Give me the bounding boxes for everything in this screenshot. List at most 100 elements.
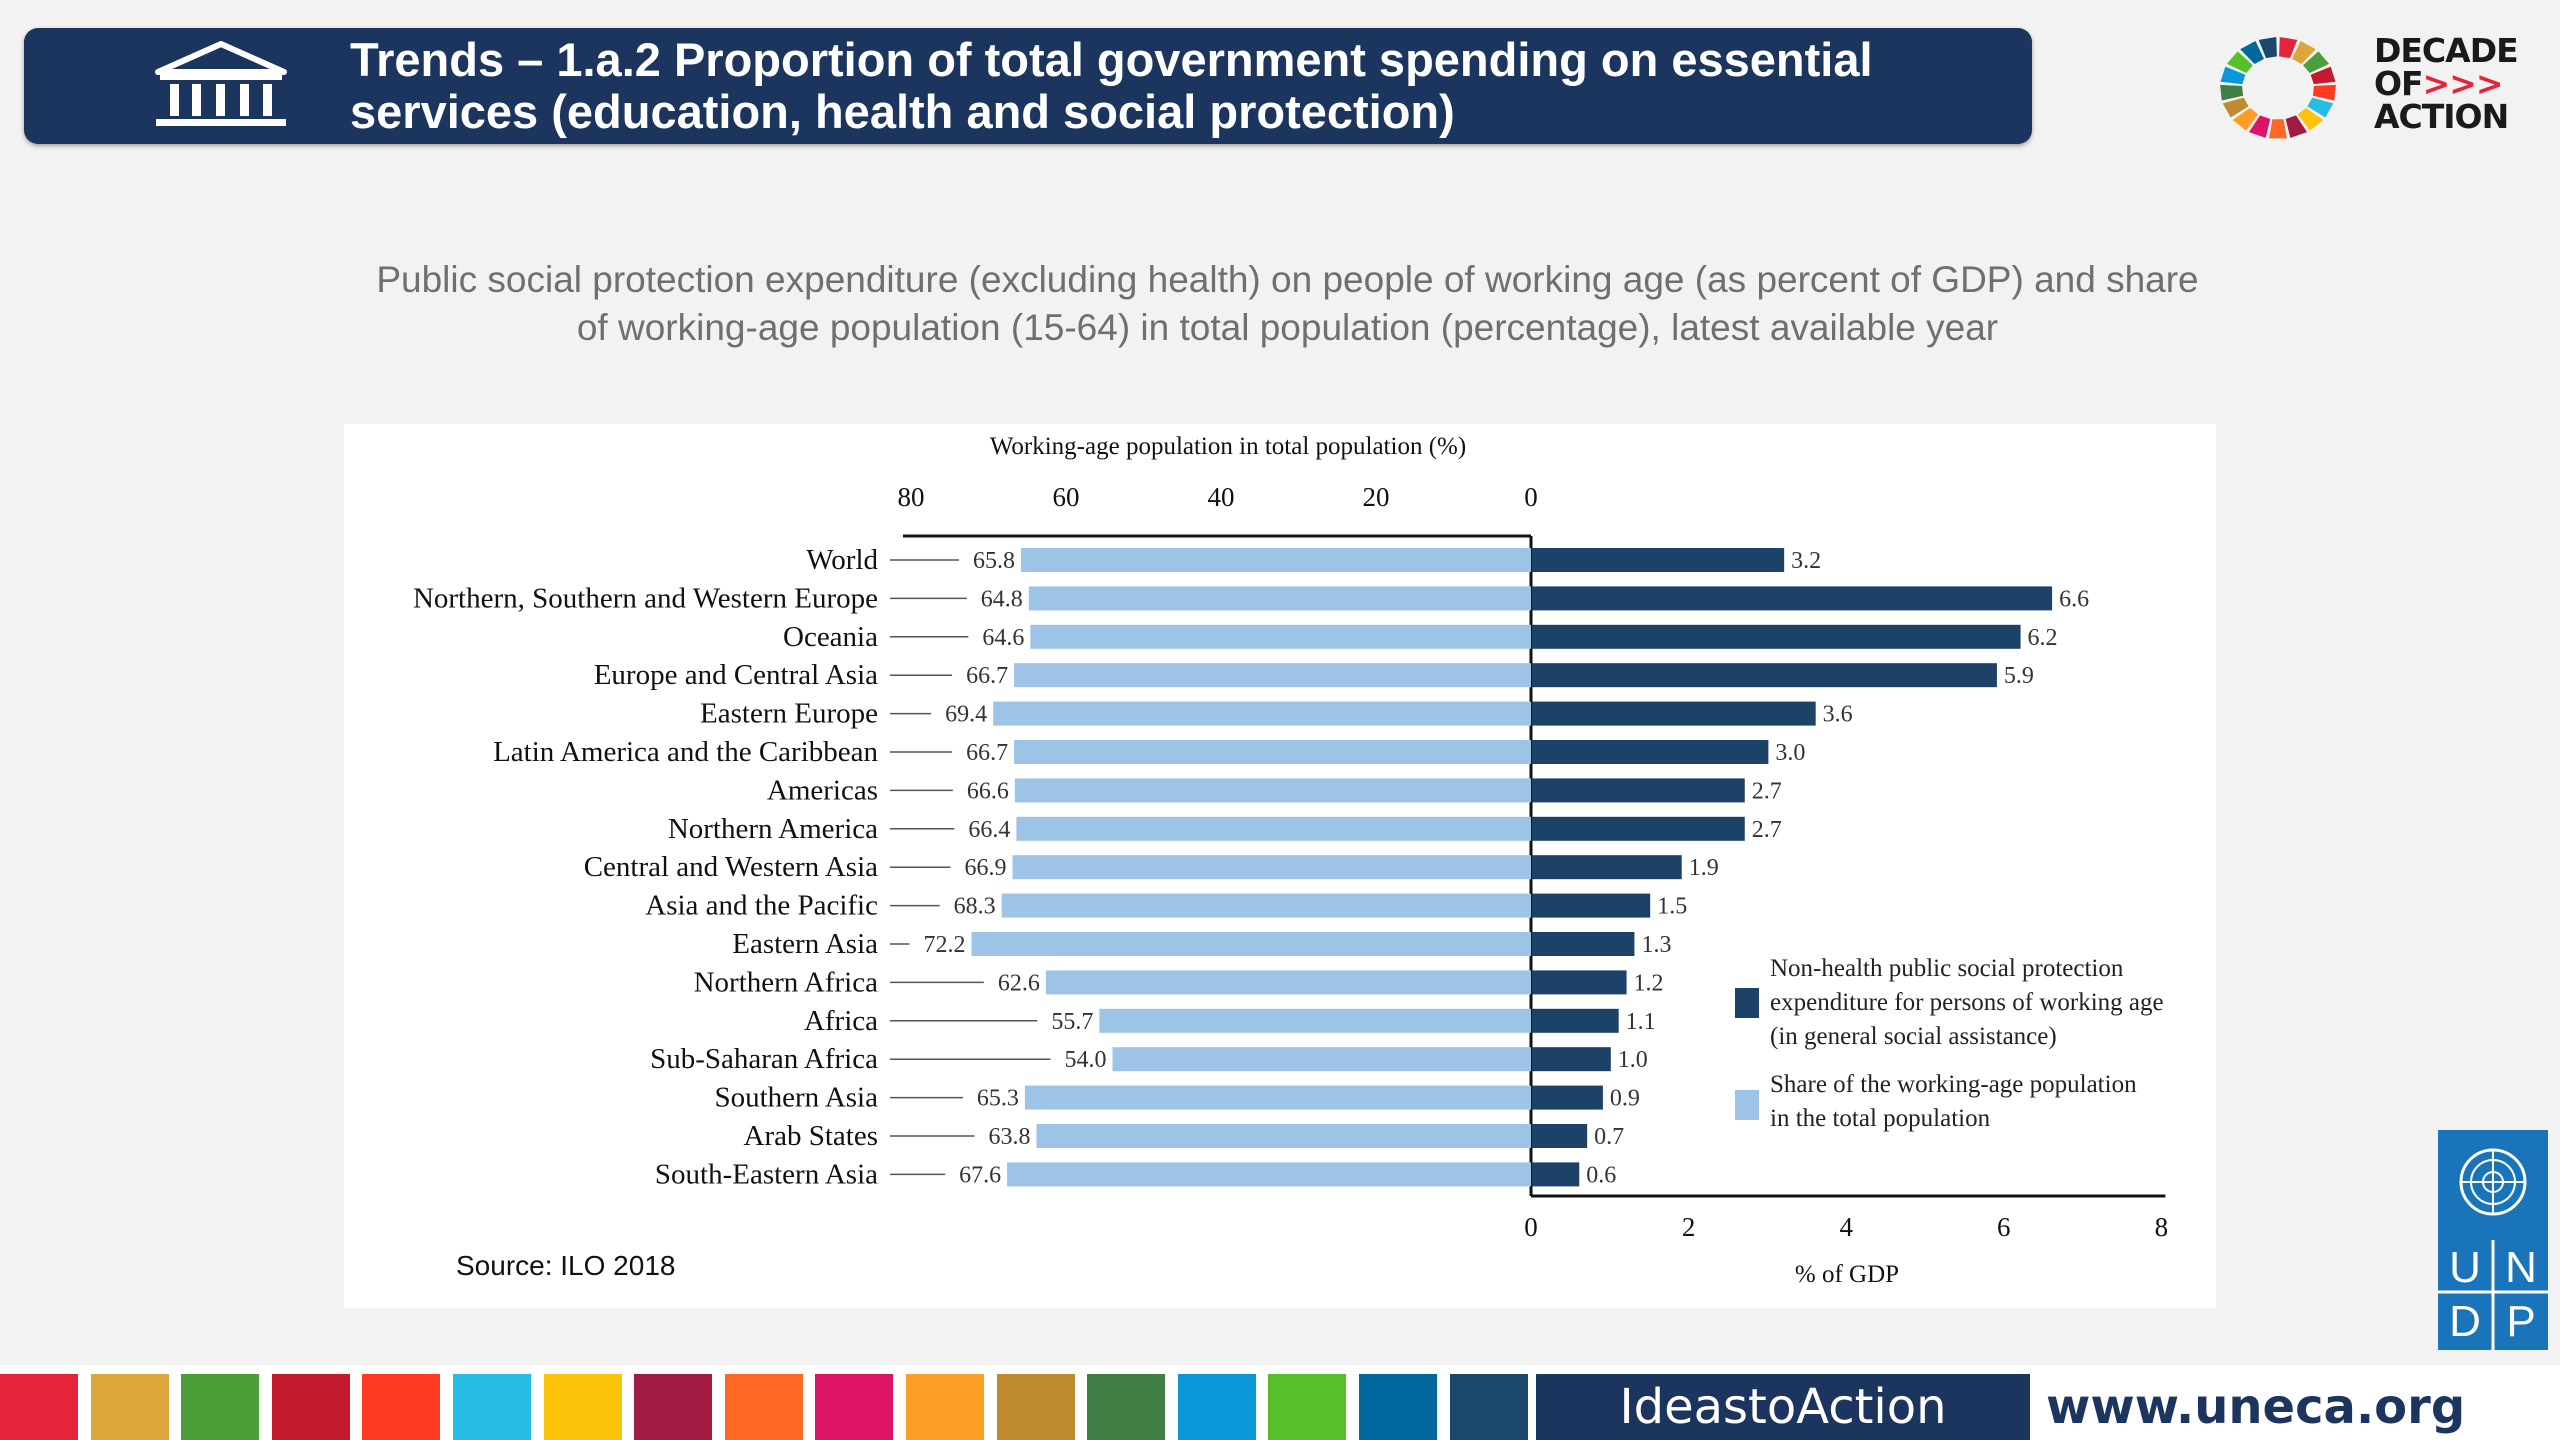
sdg-stripe xyxy=(1268,1374,1347,1440)
legend-label-expenditure: (in general social assistance) xyxy=(1770,1023,2057,1050)
expenditure-value-label: 1.5 xyxy=(1657,894,1687,920)
expenditure-bar xyxy=(1532,778,1745,803)
population-bar xyxy=(1021,548,1531,572)
expenditure-bar xyxy=(1532,701,1816,726)
sdg-wheel-segment xyxy=(2292,40,2316,64)
logo-arrows: >>> xyxy=(2422,64,2504,103)
expenditure-value-label: 1.3 xyxy=(1641,932,1671,958)
sdg-stripe xyxy=(634,1374,713,1440)
population-bar xyxy=(1014,663,1531,688)
sdg-stripe xyxy=(362,1374,441,1440)
footer-bar: IdeastoAction www.uneca.org xyxy=(0,1365,2560,1440)
chart-row: Latin America and the Caribbean 66.7 3.0 xyxy=(493,736,1805,768)
legend-swatch-population xyxy=(1735,1090,1759,1120)
sdg-stripe xyxy=(181,1374,260,1440)
sdg-stripe xyxy=(453,1374,531,1440)
sdg-stripe xyxy=(271,1374,350,1440)
expenditure-value-label: 1.2 xyxy=(1634,970,1664,996)
left-axis-label: Working-age population in total populati… xyxy=(990,433,1466,460)
sdg-stripe xyxy=(724,1374,803,1440)
page-title-line-2: services (education, health and social p… xyxy=(350,85,1455,138)
right-axis-tick-label: 8 xyxy=(2155,1212,2169,1242)
legend-label-expenditure: expenditure for persons of working age xyxy=(1770,989,2164,1016)
category-label: Latin America and the Caribbean xyxy=(493,736,878,768)
population-value-label: 65.8 xyxy=(973,548,1015,574)
footer-url-link[interactable]: www.uneca.org xyxy=(2046,1379,2466,1435)
sdg-wheel-segment xyxy=(2258,36,2277,59)
expenditure-value-label: 2.7 xyxy=(1752,817,1782,843)
category-label: Eastern Asia xyxy=(732,928,878,960)
population-value-label: 64.8 xyxy=(981,586,1023,612)
sdg-stripe xyxy=(906,1374,984,1440)
page-title: Trends – 1.a.2 Proportion of total gover… xyxy=(350,34,1990,138)
expenditure-value-label: 6.2 xyxy=(2028,625,2058,651)
category-label: Northern America xyxy=(668,813,878,845)
un-emblem-icon xyxy=(2459,1148,2527,1216)
expenditure-value-label: 5.9 xyxy=(2004,663,2034,689)
expenditure-bar xyxy=(1532,1162,1580,1187)
sdg-wheel-segment xyxy=(2248,115,2271,138)
category-label: Northern, Southern and Western Europe xyxy=(413,582,878,614)
population-value-label: 72.2 xyxy=(923,932,965,958)
expenditure-value-label: 0.7 xyxy=(1594,1124,1624,1150)
expenditure-value-label: 3.0 xyxy=(1775,740,1805,766)
undp-emblem: U N D P xyxy=(2438,1148,2548,1350)
population-bar xyxy=(1014,778,1531,803)
left-axis-tick-label: 60 xyxy=(1053,482,1080,512)
expenditure-bar xyxy=(1532,624,2021,649)
population-value-label: 67.6 xyxy=(959,1162,1001,1188)
category-label: Northern Africa xyxy=(694,966,879,998)
left-axis-tick-label: 0 xyxy=(1524,482,1538,512)
undp-letter-n: N xyxy=(2505,1243,2537,1292)
header-banner: Trends – 1.a.2 Proportion of total gover… xyxy=(24,28,2032,144)
chart-subtitle-line-2: of working-age population (15-64) in tot… xyxy=(576,307,1999,348)
category-label: Central and Western Asia xyxy=(584,851,878,883)
right-axis-tick-label: 2 xyxy=(1682,1212,1696,1242)
chart-row: Northern, Southern and Western Europe 64.… xyxy=(413,582,2089,614)
population-value-label: 64.6 xyxy=(982,625,1024,651)
chart-row: Northern Africa 62.6 1.2 xyxy=(694,966,1664,998)
chart-row: Eastern Asia 72.2 1.3 xyxy=(732,928,1671,960)
chart-row: Africa 55.7 1.1 xyxy=(804,1005,1656,1037)
sdg-stripe xyxy=(996,1374,1075,1440)
expenditure-value-label: 1.9 xyxy=(1689,855,1719,881)
legend-swatch-expenditure xyxy=(1735,988,1759,1018)
sdg-wheel-segment xyxy=(2285,115,2308,138)
population-bar xyxy=(1012,855,1531,880)
category-label: South-Eastern Asia xyxy=(655,1158,878,1190)
chart-row: Asia and the Pacific 68.3 1.5 xyxy=(645,890,1687,922)
category-label: Americas xyxy=(767,774,878,806)
undp-letter-u: U xyxy=(2449,1243,2481,1292)
population-value-label: 65.3 xyxy=(977,1086,1019,1112)
ideas-to-action-label: IdeastoAction xyxy=(1536,1374,2030,1440)
logo-line-action: ACTION xyxy=(2374,97,2509,136)
population-bar xyxy=(1001,893,1531,918)
chart-legend: Non-health public social protection expen… xyxy=(1735,955,2164,1132)
expenditure-value-label: 6.6 xyxy=(2059,586,2089,612)
sdg-wheel-icon xyxy=(2220,36,2336,139)
undp-letter-d: D xyxy=(2449,1297,2481,1346)
category-label: Africa xyxy=(804,1005,878,1037)
sdg-stripe xyxy=(1177,1374,1256,1440)
right-axis-tick-label: 4 xyxy=(1839,1212,1853,1242)
population-value-label: 63.8 xyxy=(989,1124,1031,1150)
chart-row: Central and Western Asia 66.9 1.9 xyxy=(584,851,1719,883)
left-axis-tick-label: 20 xyxy=(1363,482,1390,512)
sdg-wheel-segment xyxy=(2303,51,2330,74)
expenditure-value-label: 3.6 xyxy=(1823,702,1853,728)
expenditure-bar xyxy=(1532,663,1997,688)
chart-row: Oceania 64.6 6.2 xyxy=(783,621,2058,653)
expenditure-value-label: 3.2 xyxy=(1791,548,1821,574)
population-value-label: 68.3 xyxy=(954,894,996,920)
decade-of-action-logo: DECADE OF>>> ACTION xyxy=(2196,26,2526,150)
logo-line-of: OF>>> xyxy=(2374,64,2504,103)
sdg-stripe xyxy=(1087,1374,1166,1440)
source-note: Source: ILO 2018 xyxy=(456,1250,676,1281)
expenditure-bar xyxy=(1532,816,1745,841)
sdg-wheel-segment xyxy=(2222,97,2249,118)
population-value-label: 66.7 xyxy=(966,663,1008,689)
population-bar xyxy=(1036,1124,1531,1148)
page-title-line-1: Trends – 1.a.2 Proportion of total gover… xyxy=(350,33,1873,86)
population-value-label: 66.4 xyxy=(968,817,1010,843)
logo-wordmark: DECADE OF>>> ACTION xyxy=(2374,34,2519,136)
